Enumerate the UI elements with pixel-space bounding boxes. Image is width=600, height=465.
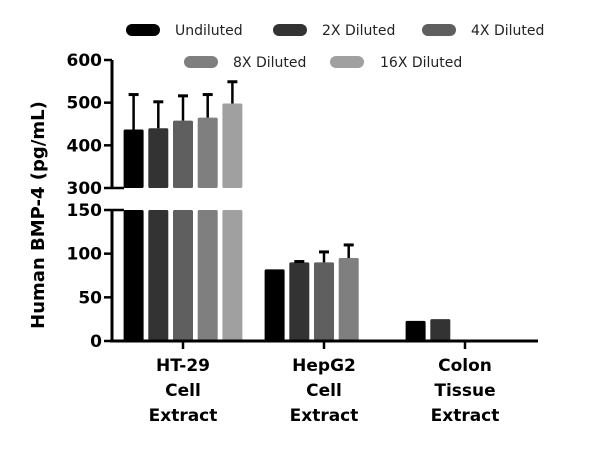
bar — [197, 93, 218, 341]
legend-label: 2X Diluted — [322, 23, 395, 39]
bar — [173, 94, 193, 341]
bars — [123, 80, 451, 341]
error-bar — [294, 260, 305, 264]
bar — [264, 269, 285, 341]
y-tick-label: 400 — [67, 136, 103, 156]
bar — [289, 260, 310, 341]
bar — [314, 250, 334, 341]
svg-text:HT-29: HT-29 — [156, 356, 210, 376]
legend-swatch — [184, 56, 218, 68]
bar — [338, 243, 359, 341]
svg-text:HepG2: HepG2 — [292, 356, 356, 376]
x-category-label: HepG2 Cell Extract — [290, 356, 359, 426]
legend-swatch — [330, 56, 364, 68]
svg-text:Cell: Cell — [306, 381, 342, 401]
legend-swatch — [422, 24, 456, 36]
legend-item: Undiluted — [126, 23, 243, 39]
legend-item: 4X Diluted — [422, 23, 544, 39]
bar — [148, 100, 169, 341]
axes: 300400500600050100150HT-29CellExtractHep… — [67, 51, 538, 426]
svg-text:Extract: Extract — [290, 406, 359, 426]
svg-text:Tissue: Tissue — [434, 381, 495, 401]
legend-swatch — [126, 24, 160, 36]
error-bar — [227, 80, 238, 104]
bar — [123, 93, 144, 341]
y-tick-label: 150 — [67, 201, 103, 221]
x-category-label: Colon Tissue Extract — [431, 356, 500, 426]
bar — [430, 319, 451, 341]
svg-text:Colon: Colon — [438, 356, 492, 376]
legend-item: 2X Diluted — [273, 23, 395, 39]
error-bar — [128, 93, 139, 130]
bar — [405, 320, 426, 341]
legend-label: 8X Diluted — [233, 55, 306, 71]
legend: Undiluted 2X Diluted 4X Diluted 8X Diluted 1… — [126, 23, 544, 71]
y-tick-label: 300 — [67, 179, 103, 199]
x-category-label: HT-29 Cell Extract — [149, 356, 218, 426]
y-tick-label: 600 — [67, 51, 103, 71]
legend-label: 4X Diluted — [471, 23, 544, 39]
error-bar — [202, 93, 213, 118]
error-bar — [319, 250, 329, 263]
legend-label: 16X Diluted — [380, 55, 462, 71]
error-bar — [178, 94, 188, 121]
error-bar — [343, 243, 354, 259]
y-tick-label: 100 — [67, 245, 103, 265]
svg-text:Cell: Cell — [165, 381, 201, 401]
legend-item: 16X Diluted — [330, 55, 462, 71]
legend-swatch — [273, 24, 307, 36]
bar — [222, 80, 243, 341]
y-tick-label: 50 — [78, 288, 102, 308]
svg-text:Extract: Extract — [149, 406, 218, 426]
y-tick-label: 500 — [67, 94, 103, 114]
legend-item: 8X Diluted — [184, 55, 306, 71]
legend-label: Undiluted — [175, 23, 243, 39]
y-tick-label: 0 — [90, 332, 102, 352]
y-axis-label: Human BMP-4 (pg/mL) — [28, 101, 49, 329]
svg-text:Extract: Extract — [431, 406, 500, 426]
error-bar — [153, 100, 164, 129]
